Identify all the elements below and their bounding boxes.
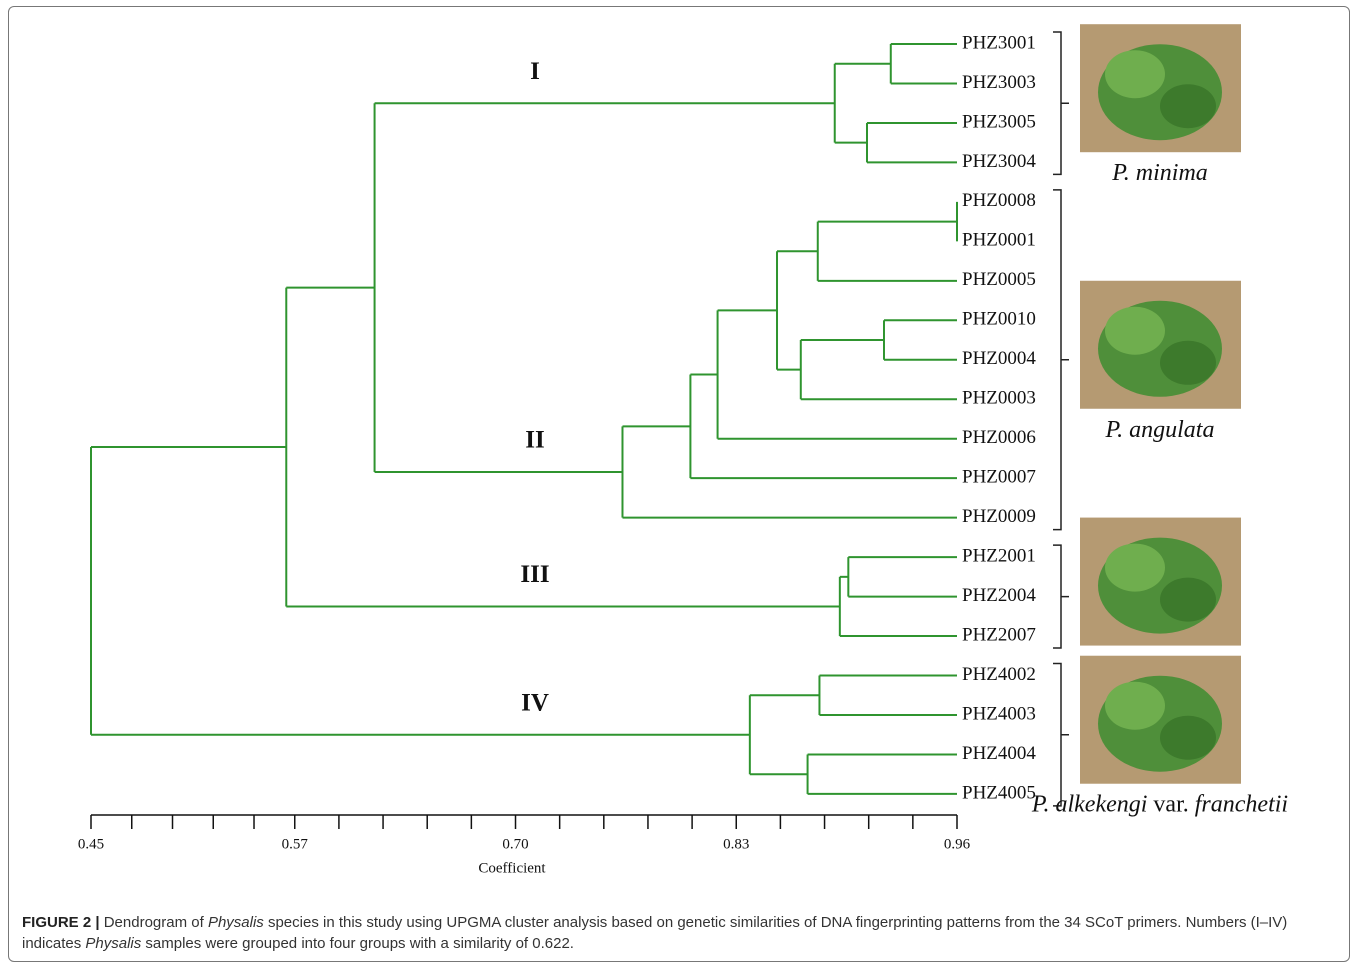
leaf-label: PHZ3001 xyxy=(962,32,1036,53)
plant-foliage xyxy=(1160,578,1216,622)
plant-foliage xyxy=(1160,716,1216,760)
x-tick-label: 0.96 xyxy=(944,836,971,852)
leaf-label: PHZ0006 xyxy=(962,427,1036,448)
caption-label: FIGURE 2 | xyxy=(22,914,100,931)
species-part: P. angulata xyxy=(1105,416,1215,442)
species-part: var. xyxy=(1153,791,1188,817)
leaf-label: PHZ3005 xyxy=(962,111,1036,132)
leaf-label: PHZ0005 xyxy=(962,269,1036,290)
plant-foliage xyxy=(1105,682,1165,730)
leaf-label: PHZ2004 xyxy=(962,585,1036,606)
x-tick-label: 0.57 xyxy=(282,836,309,852)
x-axis-title: Coefficient xyxy=(478,860,546,876)
bracket xyxy=(1053,545,1069,648)
leaf-label: PHZ0009 xyxy=(962,506,1036,527)
bracket xyxy=(1053,664,1069,806)
leaf-label: PHZ0008 xyxy=(962,190,1036,211)
species-label: P. minima xyxy=(1111,160,1208,186)
leaf-label: PHZ3004 xyxy=(962,151,1036,172)
caption-text: Dendrogram of Physalis species in this s… xyxy=(22,914,1287,952)
leaf-label: PHZ0004 xyxy=(962,348,1036,369)
leaf-label: PHZ0003 xyxy=(962,388,1036,409)
leaf-label: PHZ4005 xyxy=(962,782,1036,803)
species-label: P. alkekengivar. franchetii xyxy=(1031,791,1288,817)
plant-foliage xyxy=(1160,341,1216,385)
caption-segment: Dendrogram of xyxy=(104,914,208,931)
plant-foliage xyxy=(1105,544,1165,592)
species-part: franchetii xyxy=(1195,791,1288,817)
species-part: P. minima xyxy=(1111,160,1208,186)
plant-foliage xyxy=(1105,307,1165,355)
caption-segment: Physalis xyxy=(85,935,141,952)
plant-foliage xyxy=(1105,50,1165,98)
group-label: II xyxy=(525,427,544,454)
leaf-label: PHZ0010 xyxy=(962,309,1036,330)
leaf-label: PHZ2001 xyxy=(962,545,1036,566)
group-label: III xyxy=(520,561,549,588)
leaf-label: PHZ4002 xyxy=(962,664,1036,685)
leaf-label: PHZ2007 xyxy=(962,624,1036,645)
caption: FIGURE 2 | Dendrogram of Physalis specie… xyxy=(22,912,1332,954)
x-tick-label: 0.70 xyxy=(502,836,528,852)
chart: PHZ3001 PHZ3003 PHZ3005 PHZ3004 I P. minima PH… xyxy=(0,0,1360,900)
bracket xyxy=(1053,32,1069,174)
leaf-label: PHZ0007 xyxy=(962,467,1036,488)
species-part: P. alkekengi xyxy=(1031,791,1148,817)
group-label: I xyxy=(530,58,540,85)
caption-segment: Physalis xyxy=(208,914,264,931)
leaf-label: PHZ3003 xyxy=(962,72,1036,93)
plant-foliage xyxy=(1160,84,1216,128)
x-tick-label: 0.45 xyxy=(78,836,104,852)
leaf-label: PHZ4004 xyxy=(962,743,1036,764)
group-label: IV xyxy=(521,689,549,716)
species-label: P. angulata xyxy=(1105,416,1215,442)
page: PHZ3001 PHZ3003 PHZ3005 PHZ3004 I P. minima PH… xyxy=(0,0,1360,972)
caption-segment: samples were grouped into four groups wi… xyxy=(141,935,574,952)
leaf-label: PHZ4003 xyxy=(962,703,1036,724)
bracket xyxy=(1053,190,1069,530)
x-tick-label: 0.83 xyxy=(723,836,749,852)
leaf-label: PHZ0001 xyxy=(962,230,1036,251)
